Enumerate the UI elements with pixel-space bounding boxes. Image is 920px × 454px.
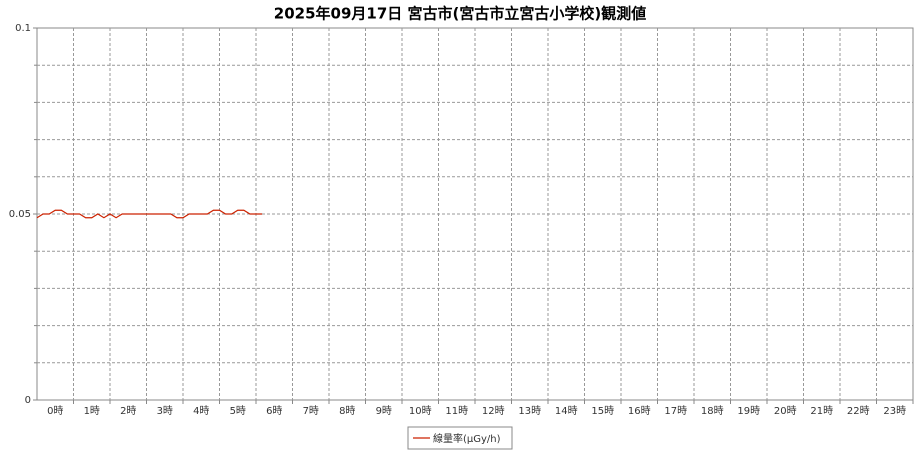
x-tick-label: 2時 <box>120 405 136 417</box>
x-tick-label: 3時 <box>157 405 173 417</box>
x-tick-label: 7時 <box>303 405 319 417</box>
x-tick-label: 11時 <box>445 405 468 417</box>
x-tick-label: 6時 <box>266 405 282 417</box>
y-tick-label: 0.05 <box>9 209 31 220</box>
y-tick-label: 0.1 <box>15 23 31 34</box>
x-tick-label: 5時 <box>230 405 246 417</box>
x-tick-label: 1時 <box>84 405 100 417</box>
x-tick-label: 20時 <box>774 405 797 417</box>
x-tick-label: 8時 <box>339 405 355 417</box>
x-tick-label: 19時 <box>737 405 760 417</box>
x-tick-label: 13時 <box>518 405 541 417</box>
y-tick-label: 0 <box>25 395 31 406</box>
chart-title: 2025年09月17日 宮古市(宮古市立宮古小学校)観測値 <box>274 5 646 23</box>
x-tick-label: 23時 <box>883 405 906 417</box>
x-tick-label: 4時 <box>193 405 209 417</box>
x-tick-label: 16時 <box>628 405 651 417</box>
data-line <box>36 209 263 219</box>
x-tick-label: 17時 <box>664 405 687 417</box>
x-tick-label: 18時 <box>701 405 724 417</box>
x-tick-label: 14時 <box>555 405 578 417</box>
x-tick-label: 9時 <box>376 405 392 417</box>
legend-label: 線量率(μGy/h) <box>433 432 501 445</box>
legend <box>407 426 513 450</box>
x-tick-label: 10時 <box>409 405 432 417</box>
x-tick-label: 15時 <box>591 405 614 417</box>
x-tick-label: 21時 <box>810 405 833 417</box>
x-tick-label: 22時 <box>847 405 870 417</box>
x-tick-label: 0時 <box>47 405 63 417</box>
x-tick-label: 12時 <box>482 405 505 417</box>
